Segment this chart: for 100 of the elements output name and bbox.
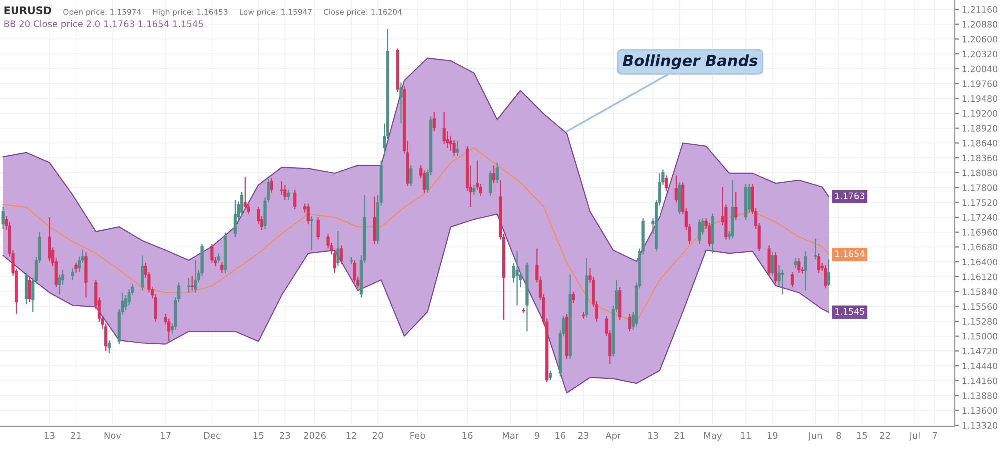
line-series — [2, 214, 830, 394]
y-tick-label: 1.19760 — [962, 80, 998, 88]
x-tick-label: 9 — [534, 432, 540, 440]
x-tick-label: May — [704, 432, 722, 441]
x-tick-label: 2026 — [304, 432, 326, 440]
candlestick — [58, 274, 62, 295]
candlestick — [410, 164, 413, 187]
y-tick-label: 1.14440 — [962, 362, 998, 370]
y-tick-label: 1.19480 — [962, 96, 998, 102]
candlestick — [771, 252, 774, 276]
candlestick — [217, 253, 220, 264]
x-tick-label: 21 — [674, 432, 685, 439]
x-tick-label: Dec — [204, 432, 220, 440]
candlestick — [572, 291, 576, 304]
candlestick — [71, 268, 74, 281]
candlestick — [270, 178, 274, 194]
candlestick — [496, 162, 499, 184]
candlestick — [442, 111, 446, 145]
candlestick — [814, 238, 818, 260]
annotation: 1.1654 — [836, 250, 865, 258]
candlestick — [28, 276, 32, 303]
candlestick — [827, 258, 831, 287]
candlestick — [210, 243, 214, 264]
candlestick — [284, 184, 287, 201]
x-tick-label: 11 — [741, 432, 752, 439]
x-tick-label: 22 — [880, 432, 890, 439]
candlestick — [698, 219, 702, 245]
x-tick-label: Jul — [909, 432, 920, 441]
annotation: 1.1763 — [836, 192, 864, 200]
candlestick — [244, 176, 247, 210]
candlestick — [664, 175, 668, 192]
x-tick-label: 16 — [556, 432, 566, 440]
y-tick-label: 1.14160 — [962, 378, 998, 384]
candlestick — [306, 203, 310, 225]
candlestick — [489, 170, 492, 196]
annotation: Bollinger Bands — [622, 54, 758, 70]
y-tick-label: 1.18920 — [962, 125, 998, 132]
x-tick-label: 15 — [254, 432, 264, 440]
candlestick — [336, 230, 340, 267]
x-tick-label: 23 — [280, 432, 290, 440]
x-tick-label: Jun — [808, 432, 822, 441]
candlestick — [798, 258, 801, 274]
y-tick-label: 1.19200 — [962, 110, 998, 117]
x-tick-label: 13 — [648, 432, 658, 440]
y-tick-label: 1.20880 — [962, 21, 998, 28]
candlestick — [456, 140, 460, 157]
candlestick — [790, 272, 794, 288]
y-tick-label: 1.20040 — [962, 66, 998, 72]
candlestick — [824, 264, 828, 290]
y-tick-label: 1.16120 — [962, 274, 998, 280]
x-tick-label: 21 — [71, 432, 82, 439]
y-tick-label: 1.17520 — [962, 199, 998, 206]
candlestick — [74, 262, 78, 274]
y-tick-label: 1.17800 — [962, 184, 998, 192]
annotation: 1.1545 — [836, 308, 864, 316]
x-tick-label: 12 — [346, 432, 356, 439]
x-tick-label: Mar — [503, 432, 520, 440]
y-tick-label: 1.16400 — [962, 258, 998, 266]
candlestick — [492, 164, 496, 184]
text: EURUSD — [4, 6, 52, 14]
x-tick-label: 8 — [836, 432, 842, 440]
candlestick — [449, 136, 453, 152]
candlestick — [240, 192, 244, 216]
y-tick-label: 1.18640 — [962, 140, 998, 147]
x-tick-label: 15 — [857, 432, 868, 440]
candlestick — [432, 111, 436, 132]
candlestick — [194, 260, 198, 294]
y-tick-label: 1.20600 — [962, 36, 998, 43]
x-tick-label: 19 — [768, 432, 778, 440]
y-tick-label: 1.18080 — [962, 170, 998, 176]
y-tick-label: 1.15280 — [962, 318, 998, 325]
x-tick-label: 23 — [578, 432, 589, 440]
y-tick-label: 1.14720 — [962, 348, 998, 355]
y-tick-label: 1.13320 — [962, 422, 998, 429]
candlestick — [804, 250, 808, 292]
candlestick — [168, 318, 171, 342]
candlestick — [400, 82, 403, 124]
candlestick — [734, 192, 738, 221]
candlestick — [316, 216, 320, 240]
candlestick — [190, 275, 194, 292]
candlestick — [516, 250, 519, 306]
candlestick — [452, 140, 456, 157]
x-tick-label: 13 — [44, 432, 55, 440]
y-tick-label: 1.16960 — [962, 229, 998, 236]
candlestick — [674, 175, 678, 204]
candlestick — [108, 340, 111, 354]
y-tick-label: 1.15560 — [962, 303, 998, 310]
candlestick — [373, 196, 376, 245]
x-tick-label: Apr — [606, 432, 622, 441]
candlestick — [48, 216, 52, 262]
candlestick — [187, 277, 191, 294]
candlestick — [781, 269, 784, 295]
candlestick — [234, 199, 237, 238]
candlestick — [286, 189, 290, 201]
y-tick-label: 1.20320 — [962, 50, 998, 58]
y-tick-label: 1.15840 — [962, 288, 998, 296]
candlestick — [708, 222, 712, 248]
y-tick-label: 1.16680 — [962, 244, 998, 251]
x-tick-label: 16 — [462, 432, 473, 440]
candlestick — [340, 245, 344, 265]
